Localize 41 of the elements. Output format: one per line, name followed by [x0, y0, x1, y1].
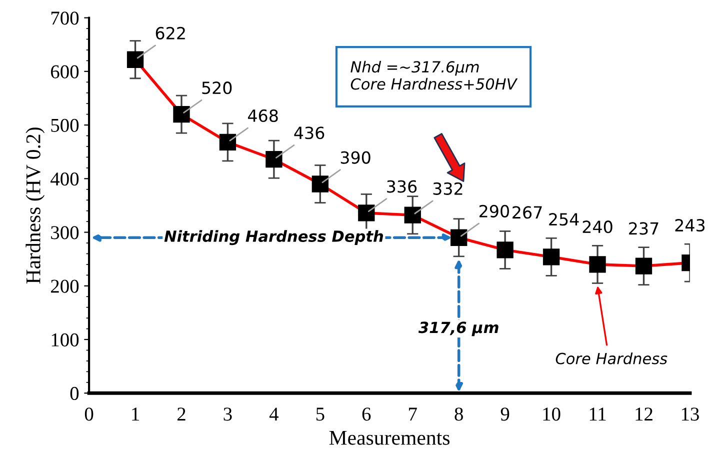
- y-tick-label: 100: [52, 333, 79, 346]
- data-label: 267: [512, 206, 542, 219]
- x-tick-label: 4: [269, 408, 279, 420]
- x-tick-label: 7: [409, 408, 417, 420]
- data-label: 237: [629, 222, 658, 235]
- x-tick-label: 11: [590, 408, 606, 420]
- x-tick-label: 3: [224, 408, 232, 421]
- data-label: 240: [582, 220, 612, 234]
- data-label: 336: [387, 180, 417, 193]
- x-tick-label: 9: [500, 408, 510, 421]
- x-tick-label: 5: [316, 408, 324, 421]
- x-tick-label: 1: [132, 408, 139, 420]
- data-label: 390: [340, 151, 370, 164]
- data-label: 243: [675, 218, 705, 232]
- x-axis-title: Measurements: [329, 431, 450, 445]
- y-axis-title: Hardness (HV 0.2): [26, 128, 45, 284]
- y-tick-label: 500: [51, 118, 79, 132]
- x-tick-label: 0: [84, 408, 94, 421]
- x-tick-label: 2: [177, 408, 186, 420]
- data-label: 290: [480, 204, 509, 218]
- x-tick-label: 13: [682, 408, 699, 421]
- y-tick-label: 700: [51, 12, 79, 25]
- annotation: 317,6 µm: [418, 322, 498, 336]
- y-tick-label: 600: [51, 65, 79, 78]
- y-tick-label: 200: [51, 280, 79, 293]
- x-tick-label: 6: [362, 408, 371, 421]
- annotation: Nitriding Hardness Depth: [164, 230, 383, 246]
- data-label: 436: [294, 126, 324, 140]
- y-tick-label: 400: [50, 172, 79, 186]
- x-tick-label: 10: [543, 408, 560, 421]
- y-tick-label: 0: [70, 386, 79, 400]
- annotation: Core Hardness: [556, 352, 668, 364]
- x-tick-label: 8: [454, 408, 463, 421]
- data-label: 520: [202, 82, 232, 94]
- data-label: 332: [433, 182, 462, 195]
- y-tick-label: 300: [51, 226, 79, 240]
- data-label: 468: [248, 109, 278, 122]
- data-label: 622: [156, 26, 185, 40]
- x-tick-label: 12: [636, 408, 652, 420]
- annotation: Nhd =~317.6µm Core Hardness+50HV: [350, 60, 518, 90]
- data-label: 254: [549, 213, 579, 226]
